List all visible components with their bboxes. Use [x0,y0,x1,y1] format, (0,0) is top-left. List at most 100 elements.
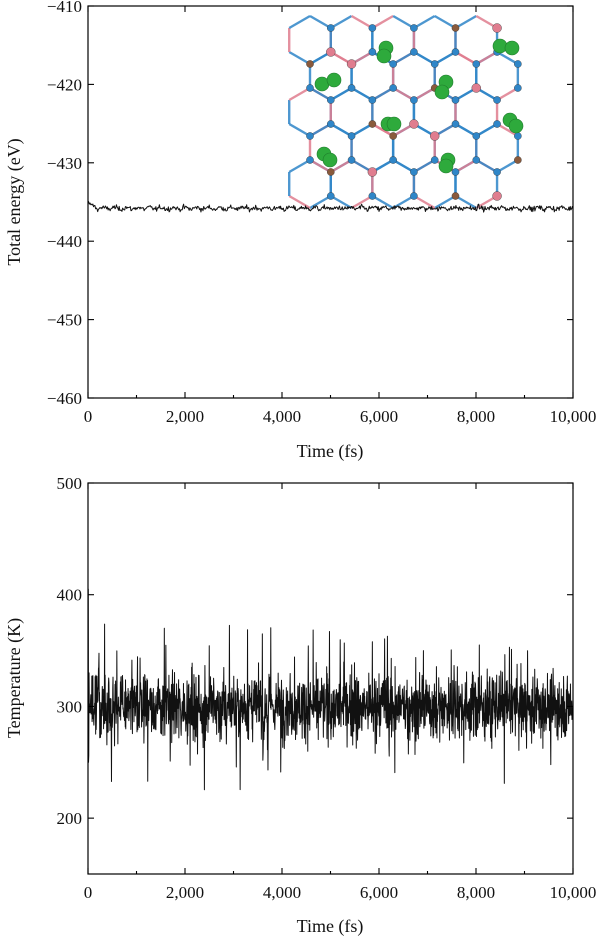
inset-bond [288,14,311,30]
inset-bond [475,158,498,174]
inset-bond [350,194,373,210]
inset-bond [288,194,311,210]
inset-bond [350,122,373,138]
inset-atom [368,48,377,56]
inset-bond [496,122,519,138]
inset-atom [367,167,378,177]
inset-bond [413,194,436,210]
inset-atoms [306,23,524,201]
inset-atom [389,156,397,164]
inset-atom [410,192,418,200]
inset-bond [371,14,394,30]
inset-atom [389,60,397,68]
inset-adsorbate-atom [376,48,392,64]
inset-atom [368,120,377,128]
inset-atom [430,156,439,164]
energy-x-tick-label: 0 [84,407,93,426]
temperature-x-tick-label: 2,000 [166,883,204,902]
inset-atom [326,47,336,57]
inset-bond [454,50,477,66]
inset-bond [475,50,498,66]
inset-adsorbate-atom [438,158,454,174]
inset-atom [306,60,314,68]
inset-atom [514,132,522,140]
inset-atom [326,192,335,200]
energy-y-tick-label: −450 [47,311,82,330]
inset-bond [392,14,415,30]
inset-atom [514,156,522,164]
temperature-y-axis-label: Temperature (K) [4,618,25,738]
temperature-x-tick-label: 0 [84,883,93,902]
energy-x-tick-label: 2,000 [166,407,204,426]
inset-atom [410,48,418,56]
temperature-x-tick-label: 8,000 [457,883,495,902]
inset-atom [514,84,522,92]
inset-atom [410,24,418,32]
inset-bond [413,14,436,30]
temperature-y-tick-label: 200 [57,809,83,828]
inset-bond [413,158,436,174]
inset-atom [346,59,357,69]
temperature-chart: 0 2,000 4,000 6,000 8,000 10,000 200 300 400 500… [4,474,596,937]
inset-bond [392,86,415,102]
temperature-x-tick-label: 4,000 [263,883,301,902]
inset-bond [434,14,457,30]
inset-bond [496,158,519,174]
inset-atom [347,156,356,164]
inset-atom [306,156,314,164]
inset-atom [326,96,335,104]
temperature-y-tick-label: 300 [57,697,83,716]
inset-bonds [288,14,520,210]
inset-bond [392,158,415,174]
inset-atom [410,96,418,104]
inset-bond [330,14,353,30]
inset-atom [472,156,481,164]
inset-atom [409,119,419,129]
inset-atom [326,120,335,128]
inset-atom [472,60,481,68]
inset-atom [368,24,377,32]
temperature-series-line [87,588,574,791]
inset-bond [392,50,415,66]
inset-atom [451,24,460,32]
temperature-y-tick-label: 400 [57,586,83,605]
inset-bond [371,86,394,102]
inset-bond [413,86,436,102]
inset-atom [472,132,481,140]
energy-y-axis-label: Total energy (eV) [4,138,25,265]
inset-bond [371,122,394,138]
inset-bond [288,50,311,66]
inset-bond [330,158,353,174]
inset-atom [368,96,377,104]
inset-adsorbate-atom [492,38,508,54]
inset-atom [471,83,481,93]
inset-atom [326,168,335,176]
inset-atom [410,168,418,176]
inset-atom [451,120,460,128]
inset-bond [434,50,457,66]
inset-bond [350,86,373,102]
inset-bond [496,50,519,66]
inset-atom [451,96,460,104]
inset-bond [350,14,373,30]
temperature-x-tick-label: 10,000 [550,883,597,902]
inset-atom [306,84,314,92]
inset-atom [430,131,440,141]
temperature-x-axis-label: Time (fs) [297,916,364,937]
inset-bond [330,194,353,210]
inset-atom [493,168,501,176]
inset-adsorbate-atom [322,152,338,168]
energy-x-axis-label: Time (fs) [297,441,364,462]
energy-x-axis: 0 2,000 4,000 6,000 8,000 10,000 [84,6,597,426]
inset-bond [330,122,353,138]
inset-bond [475,122,498,138]
energy-y-axis: −460 −450 −440 −430 −420 −410 [47,0,573,408]
energy-x-tick-label: 10,000 [550,407,597,426]
inset-atom [492,191,502,201]
inset-adsorbate-atom [386,116,402,132]
energy-x-tick-label: 4,000 [263,407,301,426]
inset-bond [309,158,332,174]
energy-plot-frame [87,5,574,399]
temperature-x-axis: 0 2,000 4,000 6,000 8,000 10,000 [84,483,597,902]
